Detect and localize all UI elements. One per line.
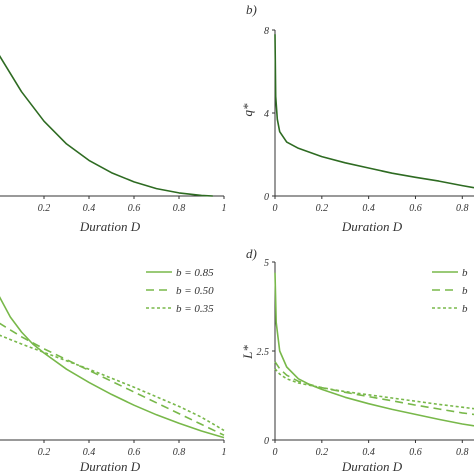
panel-label-b: b) (246, 2, 257, 17)
x-tick-label-c: 0.4 (83, 447, 96, 458)
x-tick-label-d: 0.4 (362, 447, 375, 458)
x-axis-label-b: Duration D (341, 219, 403, 234)
x-tick-label-b: 0.6 (409, 203, 422, 214)
x-axis-label-a: Duration D (79, 219, 141, 234)
x-tick-label-c: 1 (222, 447, 227, 458)
x-tick-label-d: 0.2 (316, 447, 329, 458)
y-axis-label-d: L* (240, 345, 255, 360)
panel-label-d: d) (246, 246, 257, 261)
y-tick-label-b: 8 (264, 26, 269, 37)
x-tick-label-b: 0.8 (456, 203, 469, 214)
series-line-b-solid (274, 34, 474, 189)
x-tick-label-d: 0.8 (456, 447, 469, 458)
series-line-d-solid (274, 272, 474, 427)
y-tick-label-b: 4 (264, 109, 269, 120)
x-tick-label-c: 0.6 (128, 447, 141, 458)
y-axis-label-b: q* (240, 103, 255, 117)
x-tick-label-c: 0.2 (38, 447, 51, 458)
x-tick-label-a: 0.2 (38, 203, 51, 214)
x-tick-label-a: 1 (222, 203, 227, 214)
x-tick-label-a: 0.6 (128, 203, 141, 214)
x-axis-label-d: Duration D (341, 459, 403, 474)
series-line-c-solid (0, 296, 225, 439)
y-tick-label-d: 0 (264, 436, 269, 447)
legend-label-c-dashed: b = 0.50 (176, 285, 214, 297)
x-tick-label-b: 0 (273, 203, 278, 214)
legend-label-d-dotted: b (462, 303, 468, 315)
series-line-d-dashed (274, 361, 474, 416)
y-tick-label-d: 2.5 (257, 347, 270, 358)
y-tick-label-d: 5 (264, 258, 269, 269)
x-tick-label-b: 0.4 (362, 203, 375, 214)
x-tick-label-d: 0 (273, 447, 278, 458)
series-line-c-dashed (0, 322, 225, 436)
legend-label-c-solid: b = 0.85 (176, 267, 214, 279)
x-tick-label-c: 0.8 (173, 447, 186, 458)
series-line-c-dotted (0, 334, 225, 432)
series-line-a-solid (0, 55, 213, 197)
x-tick-label-d: 0.6 (409, 447, 422, 458)
series-line-d-dotted (274, 368, 474, 410)
x-tick-label-b: 0.2 (316, 203, 329, 214)
x-tick-label-a: 0.8 (173, 203, 186, 214)
legend-label-c-dotted: b = 0.35 (176, 303, 214, 315)
y-tick-label-b: 0 (264, 192, 269, 203)
x-axis-label-c: Duration D (79, 459, 141, 474)
legend-label-d-dashed: b (462, 285, 468, 297)
x-tick-label-a: 0.4 (83, 203, 96, 214)
legend-label-d-solid: b (462, 267, 468, 279)
